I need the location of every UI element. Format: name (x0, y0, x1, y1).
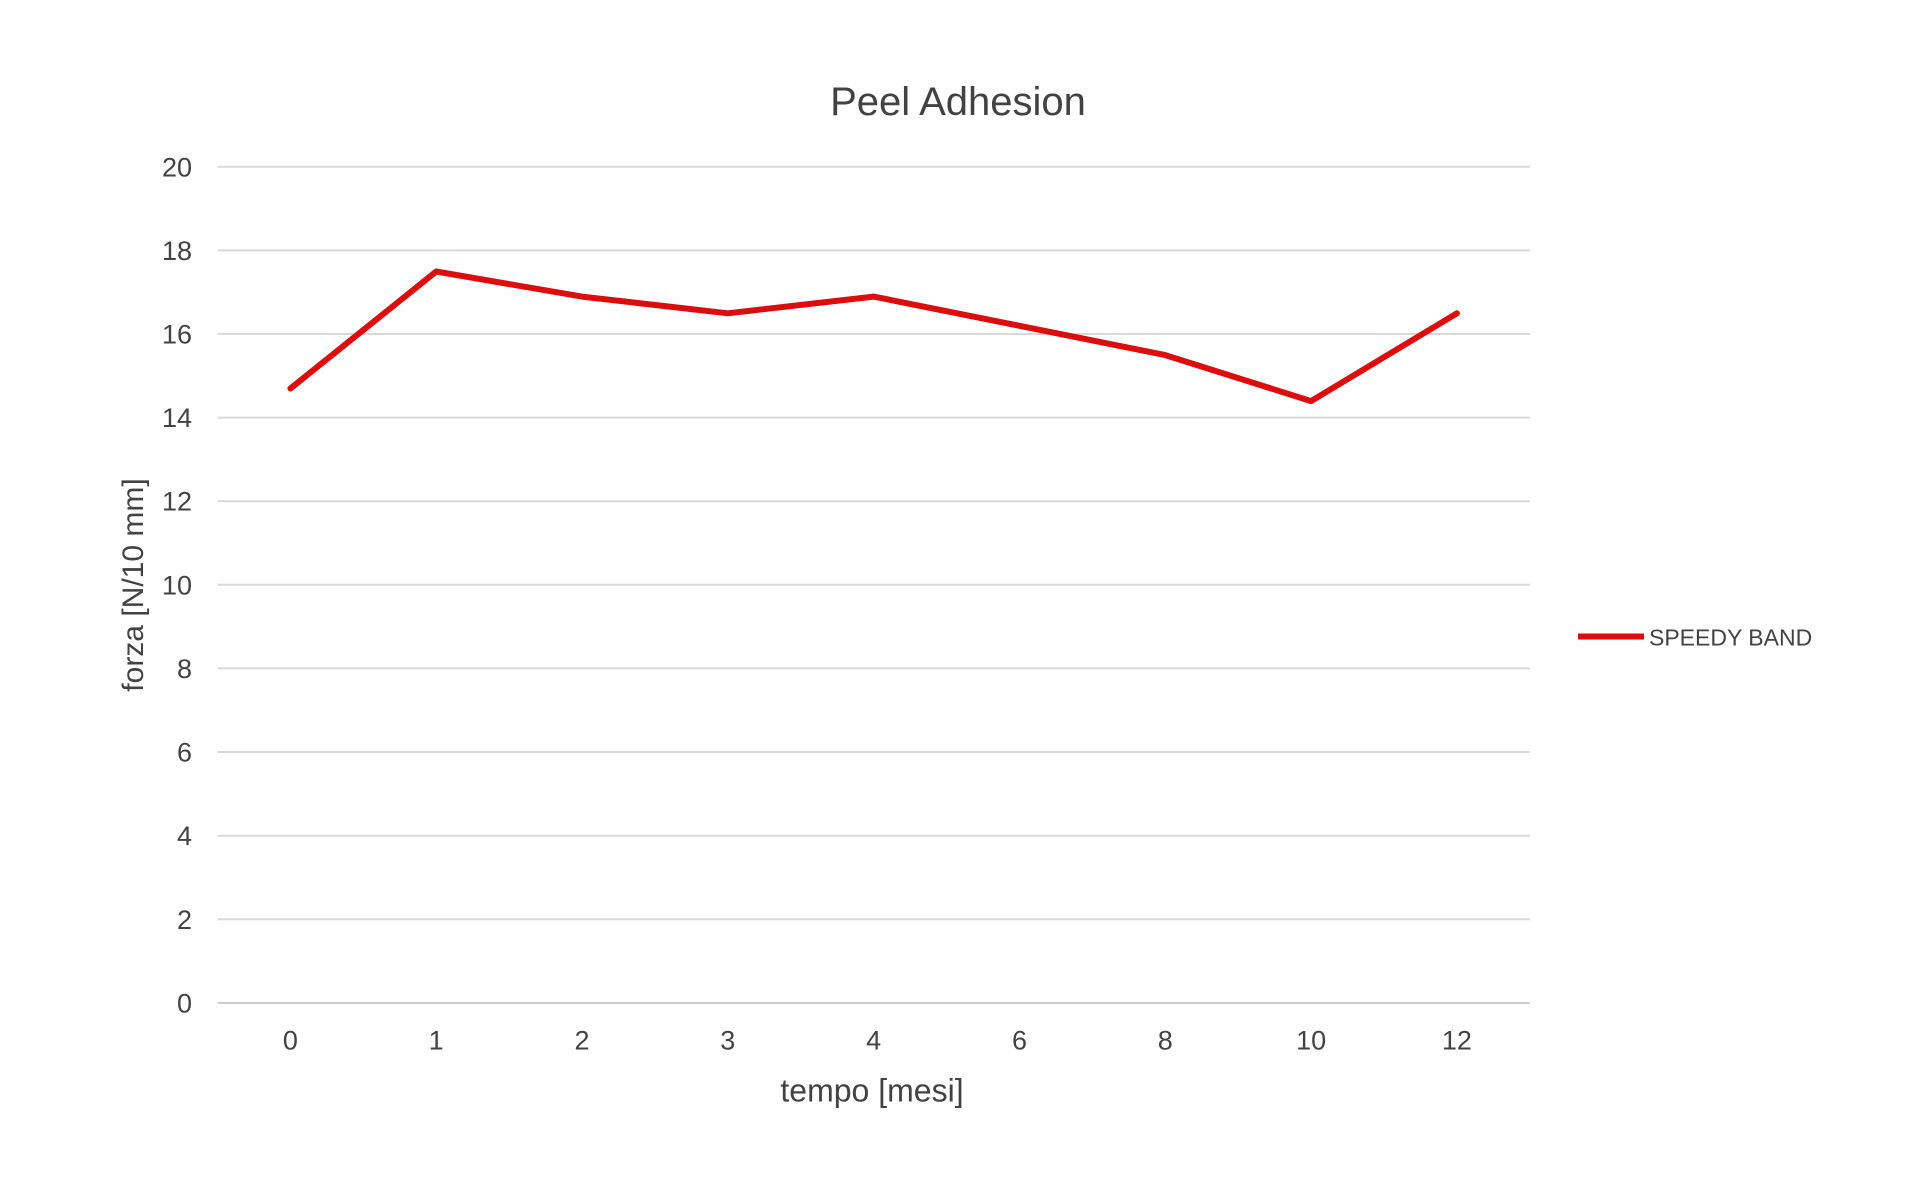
svg-text:4: 4 (177, 821, 192, 851)
svg-text:10: 10 (1296, 1026, 1326, 1056)
svg-text:3: 3 (720, 1026, 735, 1056)
svg-text:2: 2 (574, 1026, 589, 1056)
svg-text:0: 0 (283, 1026, 298, 1056)
svg-text:14: 14 (162, 403, 192, 433)
svg-text:10: 10 (162, 570, 192, 600)
svg-text:2: 2 (177, 905, 192, 935)
svg-text:6: 6 (1012, 1026, 1027, 1056)
svg-text:12: 12 (1442, 1026, 1472, 1056)
svg-text:12: 12 (162, 487, 192, 517)
svg-text:SPEEDY BAND: SPEEDY BAND (1649, 625, 1812, 651)
svg-text:0: 0 (177, 988, 192, 1018)
svg-text:forza [N/10 mm]: forza [N/10 mm] (117, 478, 150, 691)
svg-text:6: 6 (177, 738, 192, 768)
svg-text:8: 8 (1158, 1026, 1173, 1056)
svg-text:18: 18 (162, 236, 192, 266)
svg-text:tempo [mesi]: tempo [mesi] (780, 1073, 963, 1109)
svg-text:20: 20 (162, 152, 192, 182)
svg-text:Peel Adhesion: Peel Adhesion (830, 80, 1086, 124)
svg-text:8: 8 (177, 654, 192, 684)
svg-text:4: 4 (866, 1026, 881, 1056)
svg-text:16: 16 (162, 320, 192, 350)
svg-text:1: 1 (429, 1026, 444, 1056)
